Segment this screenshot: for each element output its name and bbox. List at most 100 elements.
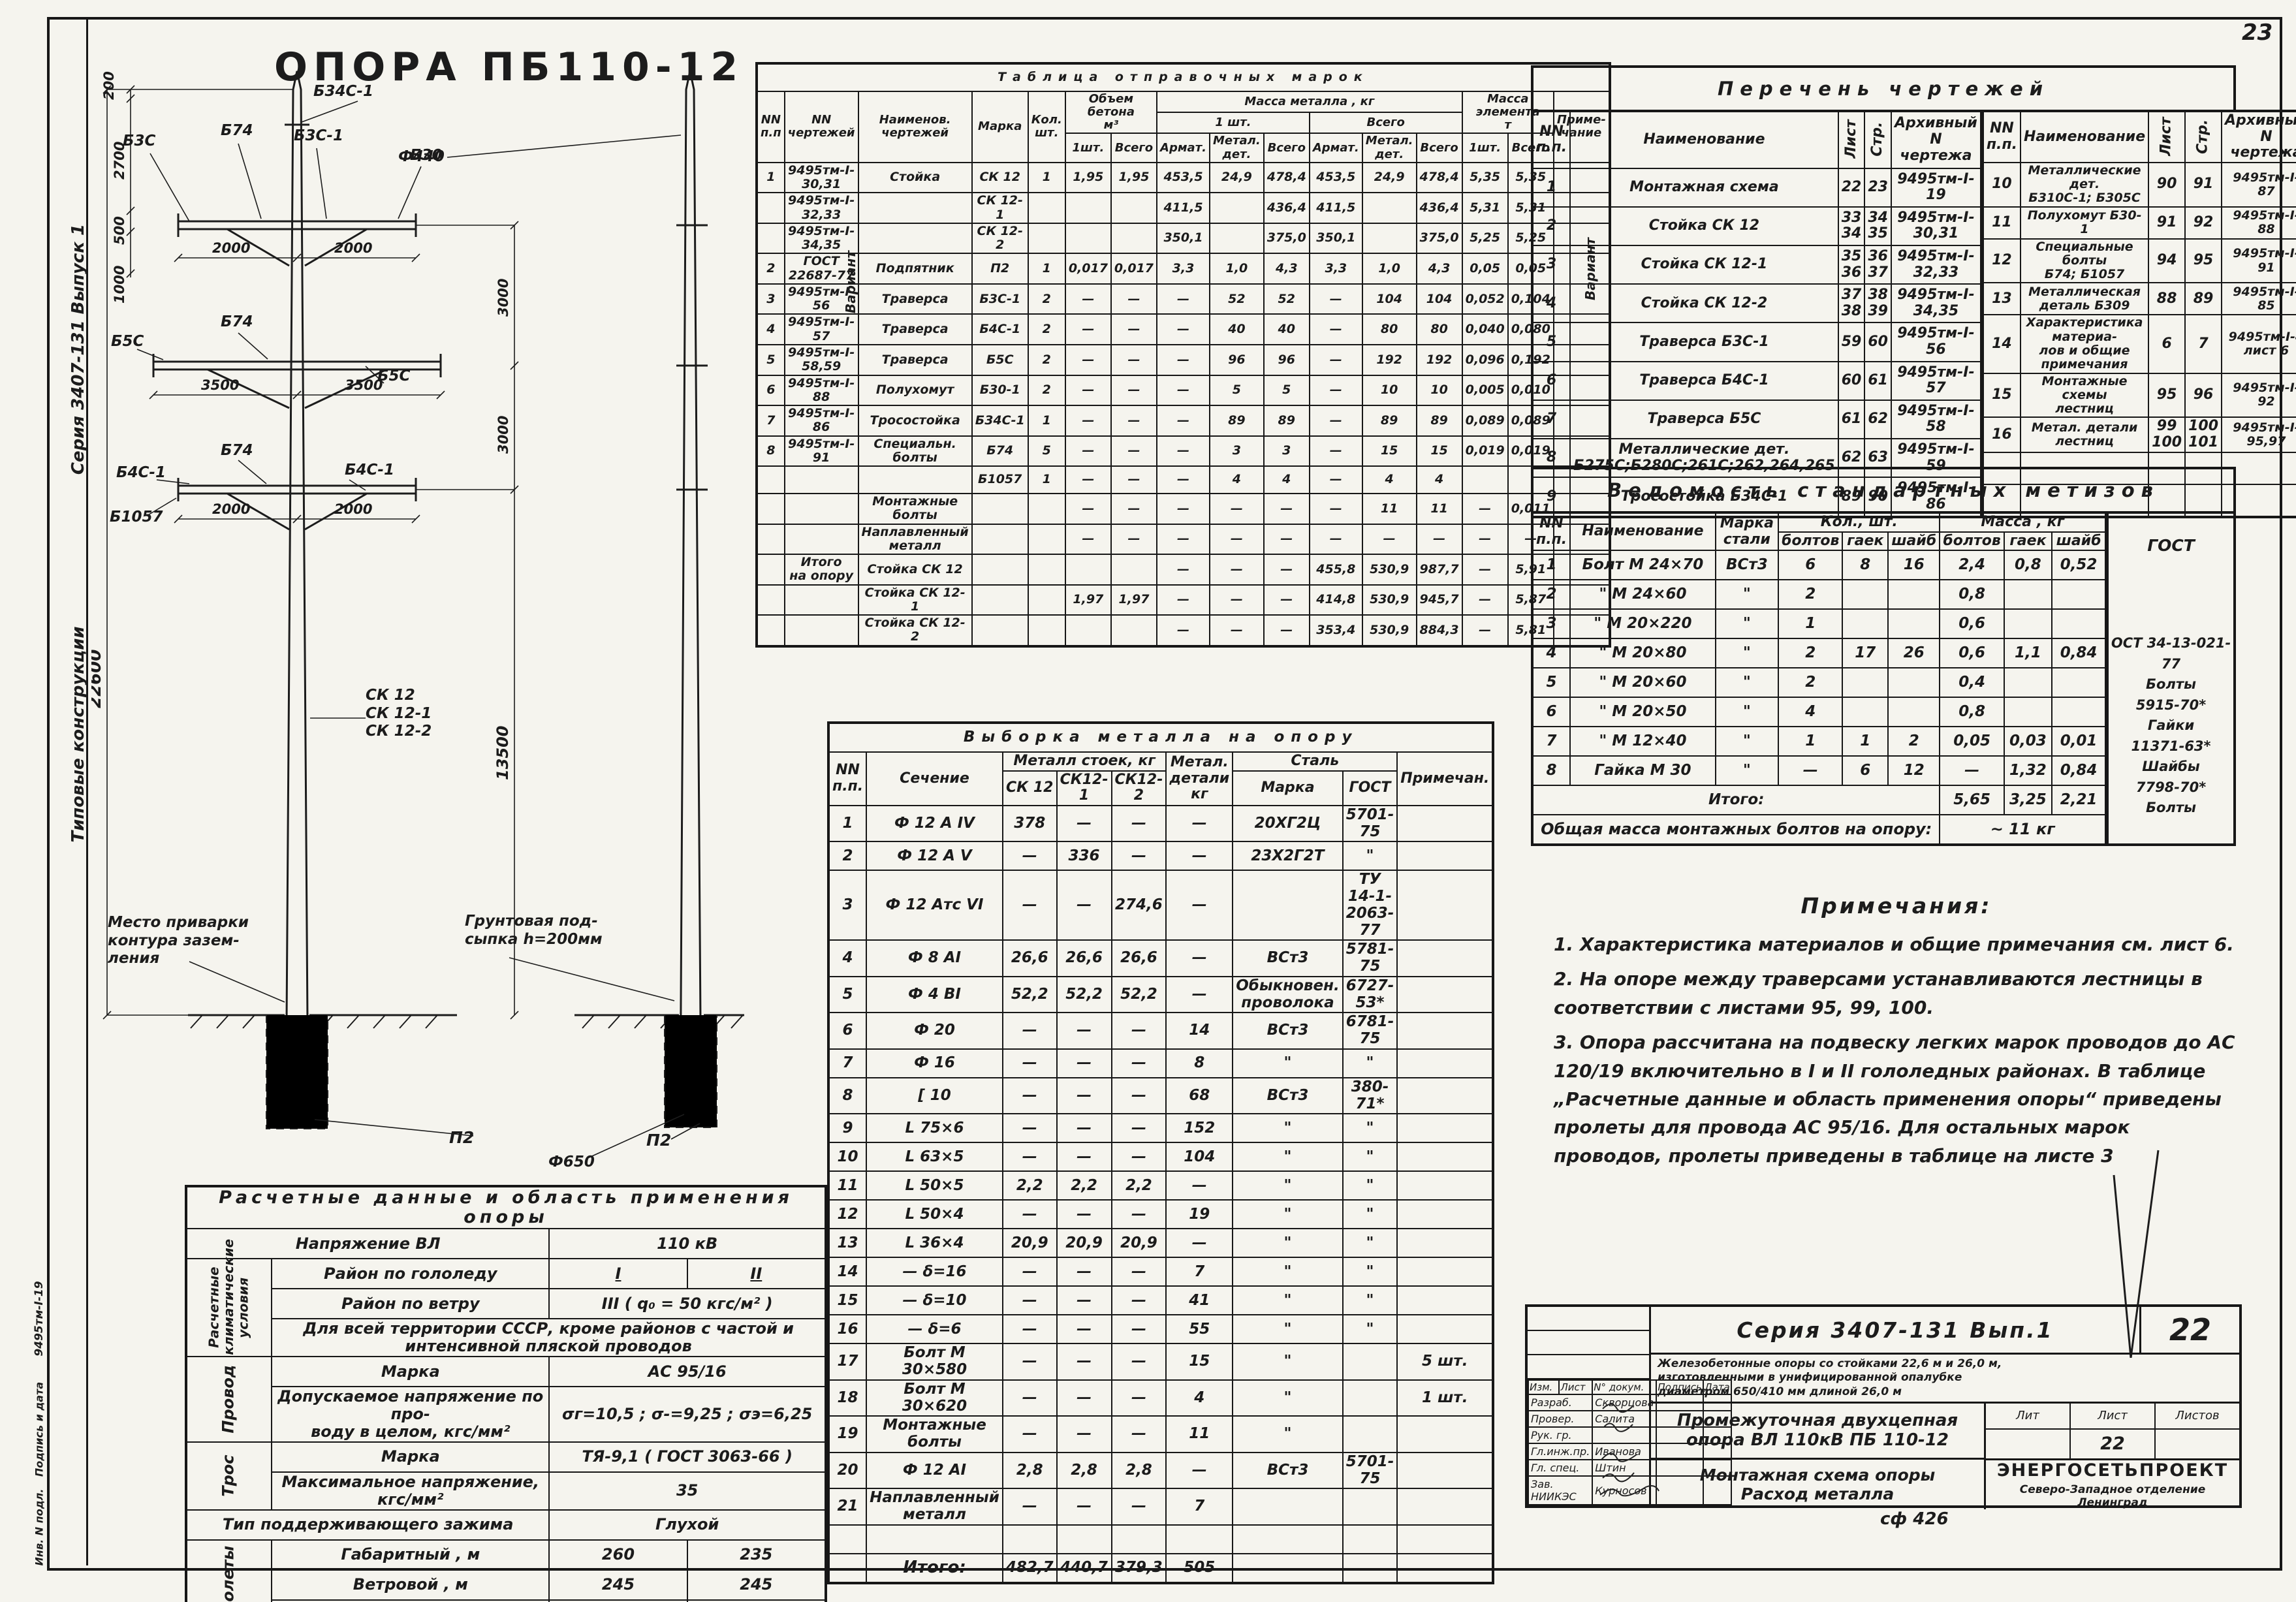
note-item: 3. Опора рассчитана на подвеску легких м… bbox=[1554, 1031, 2235, 1167]
dim-500: 500 bbox=[112, 216, 127, 245]
table-row: Наплавленный металл — — — — — — — — — — bbox=[756, 523, 1611, 556]
dim-2700: 2700 bbox=[112, 142, 127, 180]
table-row: 20 Ф 12 АI 2,8 2,8 2,8— ВСт3 5701-75 bbox=[827, 1451, 1494, 1490]
drawings-list-section: Перечень чертежей NN п.п. Наименование Л… bbox=[1531, 65, 2296, 518]
table-row: 14 Характеристика материа- лов и общие пр… bbox=[1982, 314, 2296, 374]
dim-2000-d: 2000 bbox=[334, 501, 372, 517]
grounding-weld-note: Место приварки контура зазем- ления bbox=[108, 914, 249, 967]
pole-drawing: 200 2700 500 1000 22600 3000 3000 13500 … bbox=[91, 71, 744, 1170]
label-b4c1-left: Б4С-1 bbox=[116, 464, 166, 481]
table-row: Монтажные болты — — — — — —11 11— 0,011 bbox=[756, 493, 1611, 525]
table-row: 18 Болт М 30×620 — — —4 " 1 шт. bbox=[827, 1379, 1494, 1417]
hardware-section: Ведомость стандартных метизов NN п.п. На… bbox=[1531, 467, 2236, 847]
label-b3c: Б3С bbox=[123, 133, 156, 149]
table-row: 12 L 50×4 — — —19 " " bbox=[827, 1199, 1494, 1230]
label-f440: Ф440 bbox=[398, 148, 445, 165]
table-row: 15— δ=10 — — —41 " " bbox=[827, 1285, 1494, 1316]
label-b74-3: Б74 bbox=[221, 442, 253, 459]
table-row: 9 Тросостойка Б34С-1 89 90 9495тм-I-86 bbox=[1531, 477, 1982, 518]
note-item: 2. На опоре между траверсами устанавлива… bbox=[1554, 968, 2203, 1018]
dim-2000-a: 2000 bbox=[212, 240, 250, 256]
label-b5c-left: Б5С bbox=[111, 333, 144, 350]
object-title: Промежуточная двухцепная опора ВЛ 110кВ … bbox=[1651, 1404, 1984, 1460]
label-p2-side: П2 bbox=[646, 1131, 671, 1150]
table-row: 10 Металлические дет. Б310С-1; Б305С 90 91… bbox=[1982, 161, 2296, 208]
org-branch: Северо-Западное отделение bbox=[2019, 1483, 2206, 1496]
label-b74-2: Б74 bbox=[221, 313, 253, 330]
table-row: 5 Траверса Б3С-1 59 60 9495тм-I-56 bbox=[1531, 322, 1982, 362]
gost-header: ГОСТ bbox=[2147, 536, 2195, 555]
table-row: 2 " М 24×60 " 2 0,8 bbox=[1531, 579, 2107, 610]
dim-200: 200 bbox=[101, 71, 117, 100]
hardware-grand-total-row: Общая масса монтажных болтов на опору: ~… bbox=[1531, 814, 2107, 846]
org-name: ЭНЕРГОСЕТЬПРОЕКТ bbox=[1996, 1460, 2229, 1481]
table-row: 12 Специальные болты Б74; Б1057 94 95 9495… bbox=[1982, 238, 2296, 284]
table-row: 7 Траверса Б5С 61 62 9495тм-I-58 bbox=[1531, 399, 1982, 439]
table-row: 2 Стойка СК 12 33 34 34 35 9495тм-I-30,31 bbox=[1531, 206, 1982, 247]
table-row: 8[ 10 — — —68 ВСт3 380-71* bbox=[827, 1076, 1494, 1115]
table-row: 3 " М 20×220 " 1 0,6 bbox=[1531, 608, 2107, 640]
hardware-gost-box: ГОСТ ОСТ 34-13-021-77 Болты 5915-70* Гай… bbox=[2107, 511, 2236, 847]
label-b74-1: Б74 bbox=[221, 122, 253, 139]
pole-title: ОПОРА ПБ110-12 bbox=[274, 44, 744, 90]
label-b30: Б30 bbox=[410, 147, 443, 164]
dwglist-variant-label: Вариант bbox=[1582, 238, 1598, 300]
table-row: 9495тм-I-34,35 СК 12-2 350,1 375,0 350,1… bbox=[756, 222, 1611, 255]
role-row: Рук. гр. bbox=[1527, 1426, 1732, 1444]
sheet-number-big: 22 bbox=[2169, 1312, 2211, 1347]
note-item: 1. Характеристика материалов и общие при… bbox=[1554, 934, 2234, 955]
table-row: 8 9495тм-I-91 Специальн. болты Б74 5— — — 3… bbox=[756, 435, 1611, 467]
metal-section: Выборка металла на опору NN п.п. Сечение… bbox=[827, 721, 1495, 1584]
table-row: 21 Наплавленный металл — — —7 bbox=[827, 1488, 1494, 1526]
label-b5c-right: Б5С bbox=[377, 368, 411, 385]
margin-type-text: Типовые конструкции bbox=[69, 626, 88, 843]
table-row: 4 9495тм-I-57 Траверса Б4С-1 2— — — 40 40 —8… bbox=[756, 313, 1611, 345]
table-row: 4 Стойка СК 12-2 37 38 38 39 9495тм-I-34,3… bbox=[1531, 283, 1982, 324]
margin-inv-number: Инв. N подл. bbox=[33, 1488, 46, 1566]
shipping-marks-section: Таблица отправочных марок NN п.п NN черт… bbox=[755, 62, 1611, 648]
table-row: 17 Болт М 30×580 — — —15 " 5 шт. bbox=[827, 1343, 1494, 1381]
label-b1057: Б1057 bbox=[110, 509, 163, 526]
table-row: 7 9495тм-I-86 Тросостойка Б34С-1 1— — — 89 8… bbox=[756, 405, 1611, 437]
table-row: 14— δ=16 — — —7 " " bbox=[827, 1257, 1494, 1287]
metal-table: Выборка металла на опору NN п.п. Сечение… bbox=[827, 721, 1495, 1584]
margin-series-text: Серия 3407-131 Выпуск 1 bbox=[69, 223, 88, 475]
dim-3500-a: 3500 bbox=[201, 377, 239, 393]
calc-section: Расчетные данные и область применения оп… bbox=[185, 1185, 827, 1602]
table-row: 8 Металлические дет. Б275С;Б280С;261С;262… bbox=[1531, 437, 1982, 479]
calc-table: Расчетные данные и область применения оп… bbox=[185, 1185, 827, 1602]
margin-divider bbox=[86, 17, 88, 1565]
metal-total-row: Итого: 482,7 440,7 379,3 505 bbox=[827, 1552, 1494, 1584]
shipping-marks-table: Таблица отправочных марок NN п.п NN черт… bbox=[755, 62, 1611, 648]
drawings-list-table-right: NN п.п. Наименование Лист Стр. Архивный … bbox=[1982, 110, 2296, 518]
dim-22600: 22600 bbox=[91, 650, 105, 708]
label-b3c1: Б3С-1 bbox=[294, 127, 343, 144]
dim-2000-c: 2000 bbox=[212, 501, 250, 517]
table-row: Стойка СК 12-2 — — — 353,4 530,9 884,3— 5,… bbox=[756, 614, 1611, 647]
label-f650: Ф650 bbox=[548, 1154, 595, 1170]
check-mark bbox=[2113, 1150, 2160, 1358]
table-row: 5 " М 20×60 " 2 0,4 bbox=[1531, 667, 2107, 699]
table-row: 6 Траверса Б4С-1 60 61 9495тм-I-57 bbox=[1531, 360, 1982, 401]
ground-fill-note: Грунтовая под- сыпка h=200мм bbox=[465, 913, 603, 948]
table-row: 6 " М 20×50 " 4 0,8 bbox=[1531, 697, 2107, 728]
table-row: 3 Стойка СК 12-1 35 36 36 37 9495тм-I-32,3… bbox=[1531, 245, 1982, 285]
notes-title: Примечания: bbox=[1801, 893, 1992, 919]
label-b4c1-right: Б4С-1 bbox=[345, 462, 394, 479]
table-row: 1 Болт М 24×70 ВСт3 6 8 16 2,4 0,8 0,52 bbox=[1531, 550, 2107, 581]
table-row: 1 Монтажная схема 22 23 9495тм-I-19 bbox=[1531, 167, 1982, 208]
dim-3500-b: 3500 bbox=[345, 377, 383, 393]
table-row: 19 Монтажные болты — — —11 " bbox=[827, 1415, 1494, 1453]
table-row: 5 9495тм-I-58,59 Траверса Б5С 2— — — 96 96 —… bbox=[756, 343, 1611, 376]
table-row: 3 9495тм-I-56 Траверса Б3С-1 2— — — 52 52 —1… bbox=[756, 283, 1611, 315]
table-row: Итого на опору Стойка СК 12 — — — 455,8 53… bbox=[756, 554, 1611, 586]
lit-sheet-number: 22 bbox=[2071, 1429, 2156, 1458]
stand-marks-note: СК 12 СК 12-1 СК 12-2 bbox=[366, 687, 432, 740]
spacer-row bbox=[827, 1524, 1494, 1554]
